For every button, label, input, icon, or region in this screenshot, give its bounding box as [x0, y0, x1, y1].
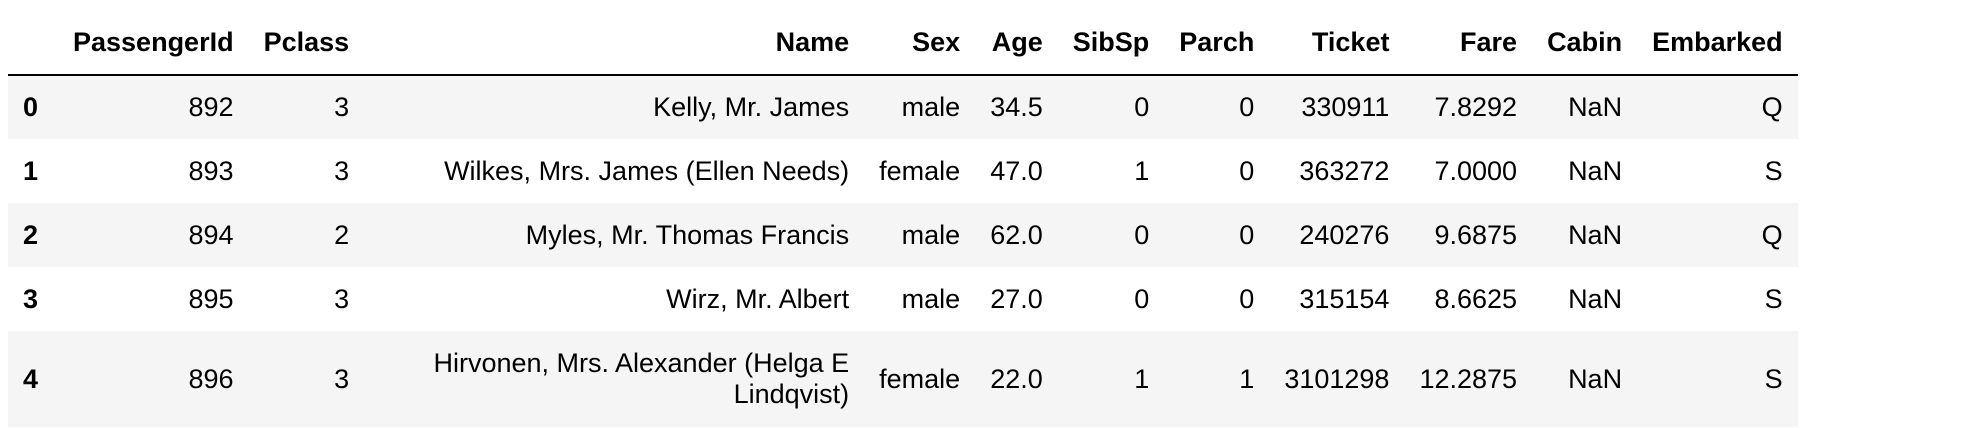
row-index: 0 — [23, 92, 39, 122]
header-embarked: Embarked — [1637, 14, 1798, 76]
header-sex: Sex — [864, 14, 976, 76]
table-row: 2 894 2 Myles, Mr. Thomas Francis male 6… — [8, 203, 1798, 267]
cell-ticket: 315154 — [1299, 283, 1390, 314]
row-index: 1 — [23, 155, 39, 186]
cell-cabin: NaN — [1568, 283, 1623, 314]
row-index: 3 — [23, 283, 39, 314]
cell-name: Wirz, Mr. Albert — [666, 283, 850, 314]
cell-parch: 1 — [1239, 363, 1255, 394]
header-row: PassengerId Pclass Name Sex Age SibSp Pa… — [8, 14, 1798, 76]
header-pclass: Pclass — [248, 14, 365, 76]
cell-sibsp: 0 — [1134, 219, 1150, 250]
cell-parch: 0 — [1239, 92, 1255, 122]
table-body: 0 892 3 Kelly, Mr. James male 34.5 0 0 3… — [8, 75, 1798, 427]
cell-embarked: S — [1764, 283, 1783, 314]
cell-parch: 0 — [1239, 283, 1255, 314]
header-fare: Fare — [1404, 14, 1533, 76]
cell-age: 47.0 — [990, 155, 1043, 186]
cell-sex: male — [901, 283, 961, 314]
cell-sex: male — [901, 219, 961, 250]
header-sibsp: SibSp — [1057, 14, 1165, 76]
cell-passengerid: 896 — [188, 363, 234, 394]
table-row: 4 896 3 Hirvonen, Mrs. Alexander (Helga … — [8, 331, 1798, 427]
cell-fare: 12.2875 — [1419, 363, 1518, 394]
cell-fare: 7.0000 — [1434, 155, 1518, 186]
cell-age: 22.0 — [990, 363, 1043, 394]
cell-passengerid: 894 — [188, 219, 234, 250]
table-row: 3 895 3 Wirz, Mr. Albert male 27.0 0 0 3… — [8, 267, 1798, 331]
header-age: Age — [975, 14, 1058, 76]
table-row: 1 893 3 Wilkes, Mrs. James (Ellen Needs)… — [8, 139, 1798, 203]
cell-fare: 8.6625 — [1434, 283, 1518, 314]
header-parch: Parch — [1164, 14, 1270, 76]
cell-pclass: 3 — [334, 92, 350, 122]
cell-sibsp: 0 — [1134, 92, 1150, 122]
cell-sibsp: 1 — [1134, 363, 1150, 394]
cell-parch: 0 — [1239, 155, 1255, 186]
cell-sibsp: 0 — [1134, 283, 1150, 314]
table-row: 0 892 3 Kelly, Mr. James male 34.5 0 0 3… — [8, 75, 1798, 139]
header-index — [8, 14, 58, 76]
cell-sex: female — [879, 155, 961, 186]
cell-age: 62.0 — [990, 219, 1043, 250]
cell-embarked: S — [1764, 155, 1783, 186]
header-passengerid: PassengerId — [58, 14, 249, 76]
dataframe-table: PassengerId Pclass Name Sex Age SibSp Pa… — [8, 14, 1798, 427]
cell-sibsp: 1 — [1134, 155, 1150, 186]
row-index: 2 — [23, 219, 39, 250]
cell-passengerid: 892 — [188, 92, 234, 122]
header-ticket: Ticket — [1269, 14, 1405, 76]
header-name: Name — [364, 14, 865, 76]
cell-parch: 0 — [1239, 219, 1255, 250]
cell-cabin: NaN — [1568, 155, 1623, 186]
cell-pclass: 3 — [334, 363, 350, 394]
cell-pclass: 3 — [334, 283, 350, 314]
cell-sex: female — [879, 363, 961, 394]
header-cabin: Cabin — [1532, 14, 1638, 76]
cell-fare: 7.8292 — [1434, 92, 1518, 122]
cell-age: 27.0 — [990, 283, 1043, 314]
cell-ticket: 363272 — [1299, 155, 1390, 186]
cell-embarked: Q — [1761, 219, 1783, 250]
cell-fare: 9.6875 — [1434, 219, 1518, 250]
cell-cabin: NaN — [1568, 363, 1623, 394]
cell-ticket: 240276 — [1299, 219, 1390, 250]
row-index: 4 — [23, 363, 39, 394]
cell-passengerid: 895 — [188, 283, 234, 314]
cell-name: Hirvonen, Mrs. Alexander (Helga E Lindqv… — [433, 348, 850, 409]
cell-sex: male — [901, 92, 961, 122]
cell-ticket: 3101298 — [1284, 363, 1390, 394]
cell-cabin: NaN — [1568, 92, 1623, 122]
cell-name: Kelly, Mr. James — [653, 92, 850, 122]
cell-passengerid: 893 — [188, 155, 234, 186]
cell-pclass: 2 — [334, 219, 350, 250]
cell-name: Myles, Mr. Thomas Francis — [525, 219, 850, 250]
cell-embarked: Q — [1761, 92, 1783, 122]
cell-embarked: S — [1764, 363, 1783, 394]
cell-name: Wilkes, Mrs. James (Ellen Needs) — [444, 155, 850, 186]
cell-age: 34.5 — [990, 92, 1043, 122]
cell-ticket: 330911 — [1301, 92, 1390, 122]
cell-pclass: 3 — [334, 155, 350, 186]
cell-cabin: NaN — [1568, 219, 1623, 250]
table-header: PassengerId Pclass Name Sex Age SibSp Pa… — [8, 14, 1798, 76]
